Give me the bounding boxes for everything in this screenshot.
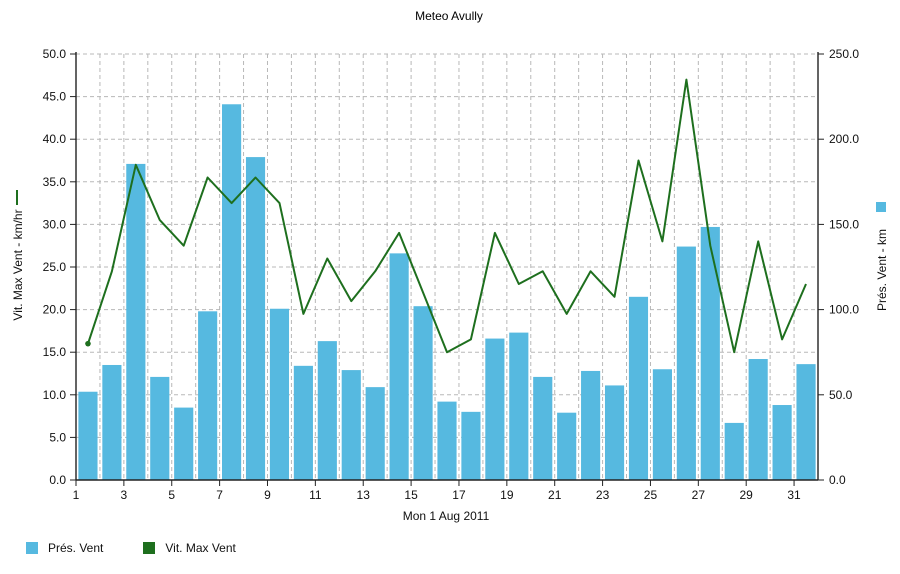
bar	[293, 365, 313, 480]
chart-title: Meteo Avully	[415, 9, 483, 23]
x-tick-label: 17	[452, 488, 466, 502]
x-tick-label: 9	[264, 488, 271, 502]
y-right-tick-label: 200.0	[829, 132, 859, 146]
legend-label-vit-max-vent: Vit. Max Vent	[165, 541, 236, 555]
legend-swatch-vit-max-vent	[143, 542, 156, 554]
x-tick-label: 7	[216, 488, 223, 502]
y-right-tick-label: 150.0	[829, 217, 859, 231]
x-tick-label: 15	[404, 488, 418, 502]
legend-item-pres-vent: Prés. Vent	[26, 541, 103, 555]
y-right-tick-label: 100.0	[829, 303, 859, 317]
y-left-tick-label: 15.0	[43, 345, 67, 359]
x-tick-label: 21	[548, 488, 562, 502]
x-tick-label: 29	[740, 488, 754, 502]
bar-layer	[78, 104, 816, 481]
y-left-tick-label: 25.0	[43, 260, 67, 274]
bar	[796, 364, 816, 480]
bar	[174, 407, 194, 480]
bar	[365, 387, 385, 480]
legend: Prés. Vent Vit. Max Vent	[26, 541, 276, 555]
right-axis-title: Prés. Vent - km	[875, 229, 889, 311]
x-tick-label: 27	[692, 488, 706, 502]
x-tick-label: 11	[309, 488, 322, 502]
bar	[389, 253, 409, 480]
bar	[748, 359, 768, 480]
bar	[581, 370, 601, 480]
bar	[509, 332, 529, 480]
x-tick-label: 5	[168, 488, 175, 502]
bar	[413, 306, 433, 480]
bar	[317, 341, 337, 480]
bar	[222, 104, 242, 480]
y-left-tick-label: 50.0	[43, 47, 67, 61]
y-left-tick-label: 10.0	[43, 388, 67, 402]
y-left-tick-label: 45.0	[43, 90, 67, 104]
y-right-tick-label: 0.0	[829, 473, 846, 487]
bar	[724, 422, 744, 480]
right-axis-legend-swatch	[876, 202, 886, 212]
y-right-tick-label: 250.0	[829, 47, 859, 61]
left-axis-title: Vit. Max Vent - km/hr	[11, 209, 25, 320]
axes-layer: 0.05.010.015.020.025.030.035.040.045.050…	[43, 47, 860, 502]
bar	[485, 338, 505, 480]
bar	[461, 411, 481, 480]
bar	[102, 364, 122, 480]
x-tick-label: 19	[500, 488, 514, 502]
line-point	[85, 340, 91, 347]
y-right-tick-label: 50.0	[829, 388, 853, 402]
bar	[652, 369, 672, 480]
x-axis-title: Mon 1 Aug 2011	[403, 509, 490, 523]
y-left-tick-label: 5.0	[49, 430, 66, 444]
y-left-tick-label: 20.0	[43, 303, 67, 317]
y-left-tick-label: 40.0	[43, 132, 67, 146]
bar	[341, 370, 361, 480]
bar	[150, 376, 170, 480]
y-left-tick-label: 0.0	[49, 473, 66, 487]
bar	[437, 401, 457, 480]
y-left-tick-label: 30.0	[43, 217, 67, 231]
series-line-vit-max-vent	[87, 78, 807, 354]
x-tick-label: 23	[596, 488, 610, 502]
line-layer	[85, 78, 807, 354]
bar	[126, 163, 146, 480]
x-tick-label: 25	[644, 488, 658, 502]
bar	[700, 226, 720, 480]
x-tick-label: 1	[73, 488, 80, 502]
bar	[676, 246, 696, 480]
bar	[628, 296, 649, 480]
bar	[198, 311, 218, 480]
bar	[245, 157, 266, 481]
bar	[533, 376, 553, 480]
x-tick-label: 3	[121, 488, 128, 502]
bar	[604, 385, 625, 480]
bar	[557, 412, 577, 480]
x-tick-label: 31	[787, 488, 801, 502]
legend-item-vit-max-vent: Vit. Max Vent	[143, 541, 236, 555]
legend-label-pres-vent: Prés. Vent	[48, 541, 104, 555]
bar	[772, 405, 792, 480]
bar	[78, 391, 98, 480]
legend-swatch-pres-vent	[26, 542, 38, 554]
bar	[269, 308, 290, 480]
x-tick-label: 13	[357, 488, 371, 502]
y-left-tick-label: 35.0	[43, 175, 67, 189]
